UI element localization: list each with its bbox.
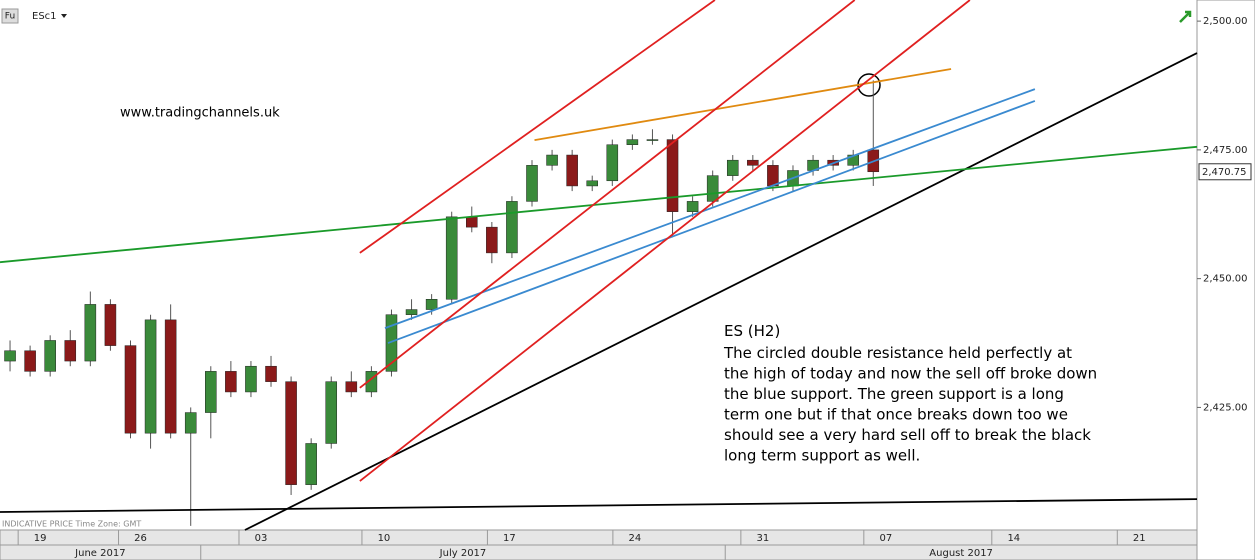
- month-label: August 2017: [929, 548, 993, 559]
- last-price-box: [1198, 163, 1252, 181]
- trend-line: [359, 0, 716, 254]
- candle-body: [365, 371, 378, 393]
- note-line: the blue support. The green support is a…: [724, 385, 1064, 403]
- candle-body: [767, 165, 779, 187]
- x-tick-label: 14: [1007, 533, 1020, 544]
- candle-body: [144, 319, 157, 434]
- month-label: July 2017: [439, 548, 487, 559]
- candle-body: [445, 216, 458, 300]
- candle-body: [184, 412, 197, 434]
- note-title: ES (H2): [724, 322, 780, 340]
- trend-line: [0, 498, 1198, 513]
- x-tick-label: 26: [134, 533, 147, 544]
- last-price-label: 2,470.75: [1202, 167, 1247, 178]
- note-line: term one but if that once breaks down to…: [724, 406, 1068, 424]
- trend-line: [359, 0, 856, 389]
- watermark: www.tradingchannels.uk: [120, 106, 280, 121]
- candle-body: [64, 340, 77, 362]
- note-line: the high of today and now the sell off b…: [724, 365, 1097, 383]
- candle-body: [566, 154, 578, 187]
- candle-body: [425, 299, 438, 310]
- candle-body: [84, 304, 97, 362]
- candle-body: [44, 340, 56, 372]
- candles: [4, 80, 880, 526]
- candle-body: [506, 201, 518, 254]
- candle-body: [245, 365, 257, 393]
- candle-body: [385, 314, 398, 372]
- trend-line: [387, 100, 1036, 344]
- y-tick-label: 2,450.00: [1203, 274, 1248, 285]
- symbol-dropdown[interactable]: [61, 14, 67, 18]
- x-tick-label: 07: [879, 533, 892, 544]
- candle-body: [706, 175, 719, 202]
- x-tick-label: 24: [629, 533, 642, 544]
- candle-body: [666, 139, 679, 212]
- candle-body: [546, 154, 558, 166]
- candle-body: [305, 443, 317, 485]
- candle-body: [486, 226, 498, 254]
- trend-icon: [1179, 10, 1192, 23]
- month-label: June 2017: [74, 548, 125, 559]
- note-line: should see a very hard sell off to break…: [724, 426, 1091, 444]
- footer-note: INDICATIVE PRICE Time Zone: GMT: [2, 520, 141, 529]
- x-tick-label: 19: [34, 533, 47, 544]
- trend-line: [384, 88, 1036, 329]
- y-tick-label: 2,500.00: [1203, 16, 1248, 27]
- candle-body: [164, 319, 177, 434]
- candle-body: [646, 139, 659, 141]
- candle-body: [205, 371, 217, 413]
- x-tick-label: 31: [757, 533, 770, 544]
- y-tick-label: 2,425.00: [1203, 402, 1248, 413]
- trend-line: [0, 145, 1198, 264]
- x-tick-label: 21: [1133, 533, 1146, 544]
- trend-line: [244, 52, 1198, 531]
- candle-body: [466, 216, 478, 228]
- x-tick-label: 10: [378, 533, 391, 544]
- symbol-badge-box: [1, 8, 19, 24]
- x-tick-label: 17: [503, 533, 516, 544]
- note-line: long term support as well.: [724, 447, 920, 465]
- x-tick-label: 03: [255, 533, 268, 544]
- symbol[interactable]: ESc1: [32, 11, 57, 22]
- note-line: The circled double resistance held perfe…: [723, 344, 1072, 362]
- trend-line: [359, 0, 971, 482]
- candle-body: [104, 304, 117, 346]
- candle-body: [265, 365, 277, 382]
- candle-body: [285, 381, 297, 485]
- candle-body: [726, 159, 739, 176]
- candle-body: [526, 165, 538, 202]
- candle-body: [626, 139, 639, 145]
- symbol-badge: Fu: [5, 12, 15, 22]
- candle-body: [225, 371, 237, 393]
- candle-body: [606, 144, 619, 182]
- candle-body: [345, 381, 358, 393]
- candle-body: [325, 381, 338, 444]
- candle-body: [747, 159, 759, 166]
- y-tick-label: 2,475.00: [1203, 145, 1248, 156]
- candle-body: [4, 350, 16, 362]
- y-axis-panel: [1196, 0, 1255, 560]
- trend-line: [534, 68, 952, 141]
- candle-body: [686, 201, 699, 212]
- candle-body: [24, 350, 36, 372]
- candle-body: [124, 345, 137, 434]
- candle-body: [586, 180, 598, 187]
- candle-body: [405, 309, 418, 315]
